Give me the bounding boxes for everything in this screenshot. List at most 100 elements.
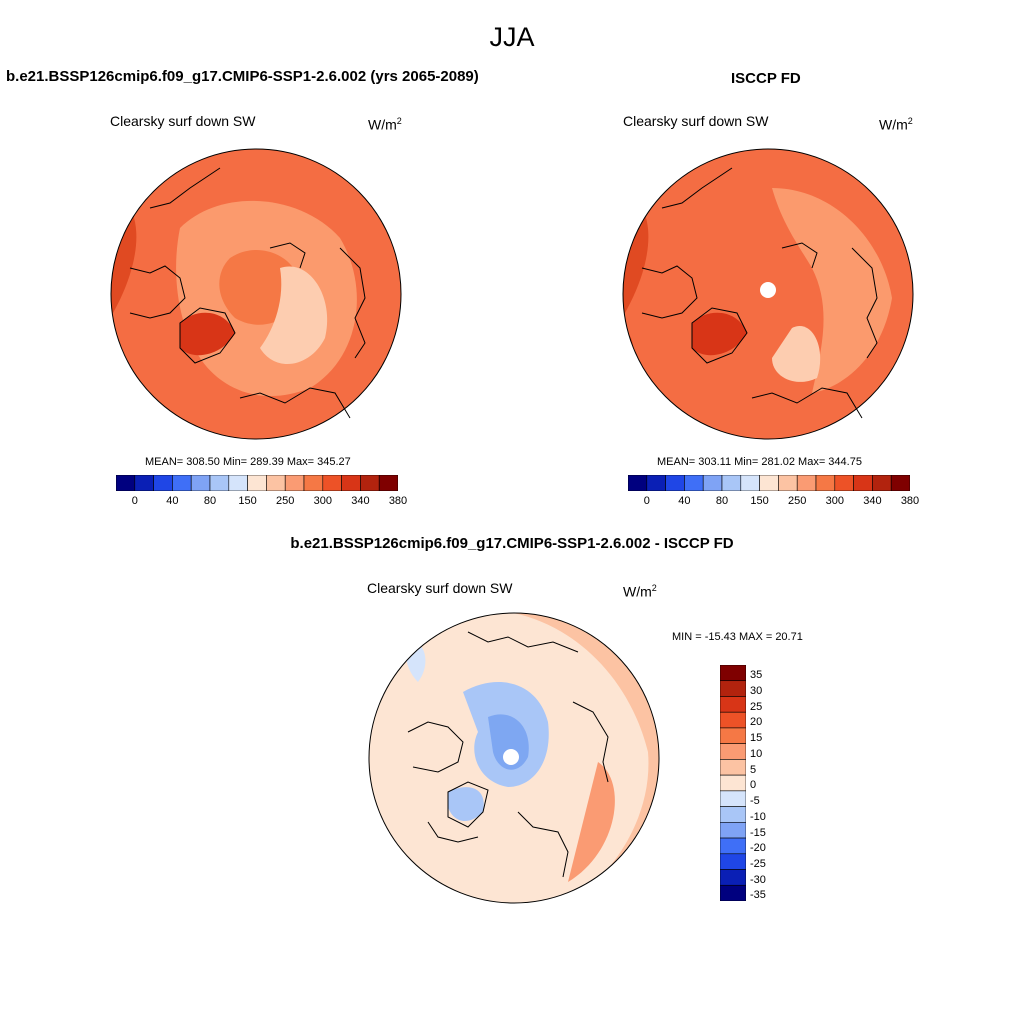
colorbar-model-swatch <box>266 475 286 491</box>
colorbar-diff-swatch <box>720 837 746 855</box>
map-diff-warm-field <box>508 613 659 903</box>
panel-1-title: b.e21.BSSP126cmip6.f09_g17.CMIP6-SSP1-2.… <box>6 68 479 85</box>
colorbar-model-swatch <box>228 475 248 491</box>
colorbar-model-swatch <box>378 475 398 491</box>
colorbar-obs-swatch <box>628 475 648 491</box>
panel-3-stats: MIN = -15.43 MAX = 20.71 <box>672 631 803 643</box>
colorbar-obs-tick-label: 340 <box>863 495 882 507</box>
colorbar-obs-swatch <box>759 475 779 491</box>
colorbar-model-swatch <box>190 475 211 491</box>
colorbar-model-ticks: 0 40 80 150 250 300 340 380 <box>116 495 407 509</box>
season-title: JJA <box>489 22 535 52</box>
colorbar-diff-swatch <box>720 743 746 760</box>
map-obs-boundary <box>622 148 914 440</box>
colorbar-obs <box>628 475 910 491</box>
colorbar-model-swatch <box>303 475 324 491</box>
colorbar-obs-swatch <box>815 475 836 491</box>
colorbar-obs-tick-label: 250 <box>788 495 807 507</box>
colorbar-diff-tick-label: 30 <box>750 684 763 697</box>
colorbar-obs-swatch <box>646 475 666 491</box>
panel-2-units: W/m2 <box>879 116 913 133</box>
colorbar-obs-tick-label: 150 <box>750 495 769 507</box>
map-model-pale-field <box>260 266 328 365</box>
colorbar-diff-tick-label: 5 <box>750 763 757 776</box>
colorbar-diff-tick-label: 35 <box>750 669 763 682</box>
colorbar-diff-swatch <box>720 696 746 713</box>
colorbar-diff-swatch <box>720 774 746 792</box>
greenland-warm-field <box>180 312 235 356</box>
colorbar-model-swatch <box>172 475 192 491</box>
map-model <box>110 148 402 440</box>
map-diff-boundary <box>368 612 660 904</box>
colorbar-diff-tick-label: 10 <box>750 747 763 760</box>
colorbar-obs-tick-label: 380 <box>900 495 920 507</box>
colorbar-obs-swatch <box>702 475 723 491</box>
colorbar-diff-swatch <box>720 884 746 901</box>
panel-3-title: b.e21.BSSP126cmip6.f09_g17.CMIP6-SSP1-2.… <box>290 535 734 552</box>
colorbar-model-swatch <box>247 475 267 491</box>
colorbar-model-tick-label: 380 <box>388 495 408 507</box>
colorbar-obs-tick-label: 300 <box>825 495 844 507</box>
colorbar-diff-swatch <box>720 853 746 870</box>
panel-2-title: ISCCP FD <box>731 70 801 87</box>
colorbar-diff-tick-label: -5 <box>750 795 760 808</box>
colorbar-diff-swatch <box>720 727 746 744</box>
colorbar-model-tick-label: 0 <box>131 495 138 507</box>
panel-1-units: W/m2 <box>368 116 402 133</box>
colorbar-obs-swatch <box>872 475 892 491</box>
colorbar-obs-swatch <box>853 475 873 491</box>
map-model-boundary <box>110 148 402 440</box>
colorbar-diff-tick-label: -15 <box>750 826 766 839</box>
colorbar-diff-swatch <box>720 680 746 697</box>
colorbar-diff-swatch <box>720 711 746 729</box>
colorbar-diff-swatch <box>720 806 746 823</box>
colorbar-model-tick-label: 80 <box>203 495 217 507</box>
colorbar-model-tick-label: 250 <box>276 495 295 507</box>
colorbar-model-swatch <box>360 475 380 491</box>
colorbar-model-tick-label: 40 <box>166 495 179 507</box>
pole-hole <box>503 749 519 765</box>
colorbar-model-swatch <box>134 475 154 491</box>
colorbar-diff-swatch <box>720 822 746 839</box>
colorbar-diff-tick-label: 0 <box>750 779 757 792</box>
map-obs-pale-field <box>772 326 821 382</box>
colorbar-obs-tick-label: 0 <box>643 495 650 507</box>
colorbar-diff-swatch <box>720 759 746 776</box>
colorbar-diff-swatch <box>720 665 746 682</box>
map-obs <box>622 148 914 440</box>
colorbar-obs-swatch <box>834 475 854 491</box>
colorbar-diff-swatch <box>720 869 746 886</box>
colorbar-obs-tick-label: 40 <box>678 495 691 507</box>
map-model-coastlines <box>129 167 366 419</box>
colorbar-obs-ticks: 0 40 80 150 250 300 340 380 <box>628 495 919 509</box>
colorbar-diff-tick-label: 15 <box>750 732 763 745</box>
colorbar-obs-swatch <box>684 475 704 491</box>
colorbar-model-swatch <box>322 475 342 491</box>
map-obs-coastlines <box>641 167 878 419</box>
panel-3-variable: Clearsky surf down SW <box>367 580 513 596</box>
pole-hole <box>760 282 776 298</box>
colorbar-model-swatch <box>153 475 173 491</box>
greenland-warm-field <box>692 312 747 356</box>
colorbar-diff-ticks: 35 30 25 20 15 10 5 0 -5 -10 -15 -20 -25 -30 -35 <box>750 665 790 901</box>
colorbar-model <box>116 475 398 491</box>
map-diff <box>368 612 660 904</box>
colorbar-diff-tick-label: -35 <box>750 889 766 902</box>
colorbar-obs-swatch <box>740 475 760 491</box>
colorbar-diff-tick-label: 20 <box>750 716 763 729</box>
colorbar-diff <box>720 665 746 901</box>
colorbar-obs-swatch <box>778 475 798 491</box>
colorbar-obs-swatch <box>665 475 685 491</box>
colorbar-model-swatch <box>116 475 136 491</box>
colorbar-obs-swatch <box>796 475 817 491</box>
colorbar-diff-tick-label: -25 <box>750 858 766 871</box>
panel-3-units: W/m2 <box>623 583 657 600</box>
panel-2-stats: MEAN= 303.11 Min= 281.02 Max= 344.75 <box>657 456 862 468</box>
colorbar-obs-tick-label: 80 <box>715 495 729 507</box>
panel-1-variable: Clearsky surf down SW <box>110 113 256 129</box>
colorbar-model-tick-label: 150 <box>238 495 257 507</box>
map-diff-coastlines <box>407 631 609 878</box>
panel-2-variable: Clearsky surf down SW <box>623 113 769 129</box>
colorbar-diff-tick-label: -30 <box>750 873 766 886</box>
colorbar-model-swatch <box>341 475 361 491</box>
